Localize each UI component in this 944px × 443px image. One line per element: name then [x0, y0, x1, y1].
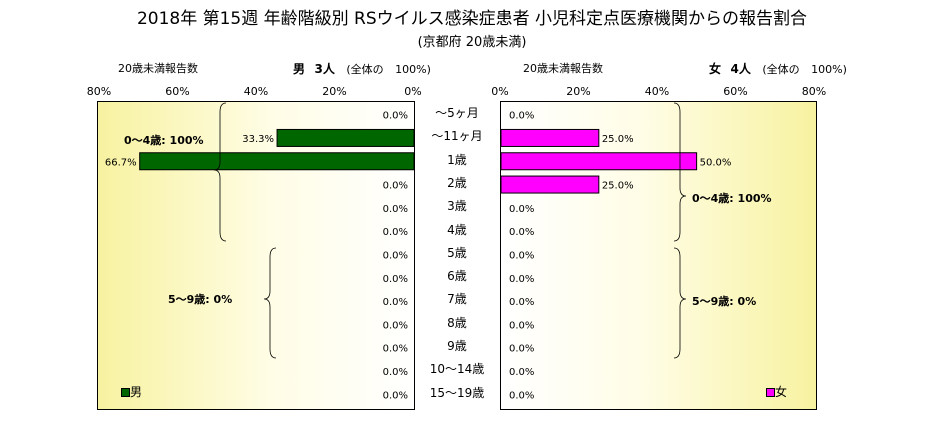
age-label-7: 6歳 — [447, 269, 467, 284]
female-value-label-0: 0.0% — [509, 111, 534, 122]
female-value-label-10: 0.0% — [509, 344, 534, 355]
male-value-label-2: 66.7% — [105, 157, 137, 168]
age-label-9: 8歳 — [447, 315, 467, 330]
age-label-12: 15～19歳 — [429, 385, 485, 400]
tick-right-4: 80% — [801, 85, 827, 98]
tick-left-4: 0% — [404, 85, 422, 98]
chart-title: 2018年 第15週 年齢階級別 RSウイルス感染症患者 小児科定点医療機関から… — [136, 9, 808, 29]
female-value-label-3: 25.0% — [602, 181, 634, 192]
male-bar-1 — [276, 128, 414, 147]
tick-left-3: 20% — [322, 85, 347, 98]
male-value-label-8: 0.0% — [383, 297, 408, 308]
female-value-label-6: 0.0% — [509, 250, 534, 261]
age-label-2: 1歳 — [447, 152, 467, 167]
legend-male-swatch — [121, 388, 130, 397]
age-label-6: 5歳 — [447, 245, 467, 260]
tick-left-0: 80% — [86, 85, 112, 98]
legend-female-label: 女 — [775, 385, 788, 399]
left-group-0-4: 0～4歳: 100% — [124, 134, 204, 147]
age-label-5: 4歳 — [447, 222, 467, 237]
age-label-4: 3歳 — [447, 199, 467, 214]
female-value-label-9: 0.0% — [509, 320, 534, 331]
male-value-label-0: 0.0% — [383, 111, 408, 122]
age-label-8: 7歳 — [447, 292, 467, 307]
female-value-label-11: 0.0% — [509, 367, 534, 378]
legend-male: 男 — [121, 383, 142, 400]
right-sex-header: 女 4人 (全体の 100%) — [709, 60, 847, 77]
female-bar-2 — [501, 152, 698, 171]
female-bar-3 — [501, 175, 600, 194]
male-value-label-5: 0.0% — [383, 227, 408, 238]
age-label-10: 9歳 — [447, 339, 467, 353]
legend-male-label: 男 — [130, 385, 143, 399]
right-axis-label: 20歳未満報告数 — [523, 62, 603, 75]
right-total-pct: 100%) — [811, 63, 847, 76]
male-value-label-3: 0.0% — [383, 181, 408, 192]
left-plot-area: 0.0% 33.3% 66.7% 0.0% 0.0% 0.0% 0.0% 0.0% 0.0% 0.… — [97, 101, 415, 410]
age-label-0: ～5ヶ月 — [435, 106, 479, 120]
left-total-note: (全体の — [346, 63, 384, 76]
male-value-label-11: 0.0% — [383, 367, 408, 378]
age-label-11: 10～14歳 — [429, 362, 485, 377]
age-label-1: ～11ヶ月 — [431, 129, 483, 144]
left-total-pct: 100%) — [395, 63, 431, 76]
right-brace-0-4 — [673, 102, 687, 242]
legend-female: 女 — [766, 383, 787, 400]
left-brace-5-9 — [263, 247, 277, 359]
right-group-0-4: 0～4歳: 100% — [692, 192, 772, 205]
female-bar-1 — [501, 128, 600, 147]
male-value-label-12: 0.0% — [383, 390, 408, 401]
male-value-label-9: 0.0% — [383, 320, 408, 331]
female-value-label-8: 0.0% — [509, 297, 534, 308]
right-plot-area: 0.0% 25.0% 50.0% 25.0% 0.0% 0.0% 0.0% 0.0% 0.0% 0… — [500, 101, 817, 410]
age-label-3: 2歳 — [447, 175, 467, 190]
tick-left-2: 40% — [243, 85, 269, 98]
tick-right-1: 20% — [566, 85, 591, 98]
male-value-label-7: 0.0% — [383, 274, 408, 285]
left-brace-0-4 — [213, 102, 227, 242]
male-bars-svg: 0.0% 33.3% 66.7% 0.0% 0.0% 0.0% 0.0% 0.0% 0.0% 0.… — [98, 102, 414, 409]
male-value-label-1: 33.3% — [242, 134, 274, 145]
tick-right-3: 60% — [723, 85, 748, 98]
female-value-label-1: 25.0% — [602, 134, 634, 145]
female-value-label-4: 0.0% — [509, 204, 534, 215]
left-count: 3人 — [314, 62, 335, 76]
left-sex-header: 男 3人 (全体の 100%) — [293, 60, 431, 77]
right-brace-5-9 — [673, 247, 687, 359]
right-group-5-9: 5～9歳: 0% — [692, 295, 757, 308]
female-value-label-5: 0.0% — [509, 227, 534, 238]
right-total-note: (全体の — [762, 63, 800, 76]
left-sex: 男 — [293, 62, 306, 76]
tick-left-1: 60% — [165, 85, 190, 98]
right-sex: 女 — [709, 62, 722, 76]
female-bars-svg: 0.0% 25.0% 50.0% 25.0% 0.0% 0.0% 0.0% 0.0% 0.0% 0… — [501, 102, 816, 409]
right-count: 4人 — [730, 62, 751, 76]
chart-subtitle: (京都府 20歳未満) — [417, 35, 527, 50]
female-value-label-12: 0.0% — [509, 390, 534, 401]
left-axis-label: 20歳未満報告数 — [118, 62, 198, 75]
left-group-5-9: 5～9歳: 0% — [168, 293, 233, 306]
tick-right-0: 0% — [491, 85, 509, 98]
male-value-label-6: 0.0% — [383, 250, 408, 261]
female-value-label-7: 0.0% — [509, 274, 534, 285]
tick-right-2: 40% — [644, 85, 670, 98]
male-value-label-4: 0.0% — [383, 204, 408, 215]
male-value-label-10: 0.0% — [383, 344, 408, 355]
legend-female-swatch — [766, 388, 775, 397]
female-value-label-2: 50.0% — [700, 157, 732, 168]
